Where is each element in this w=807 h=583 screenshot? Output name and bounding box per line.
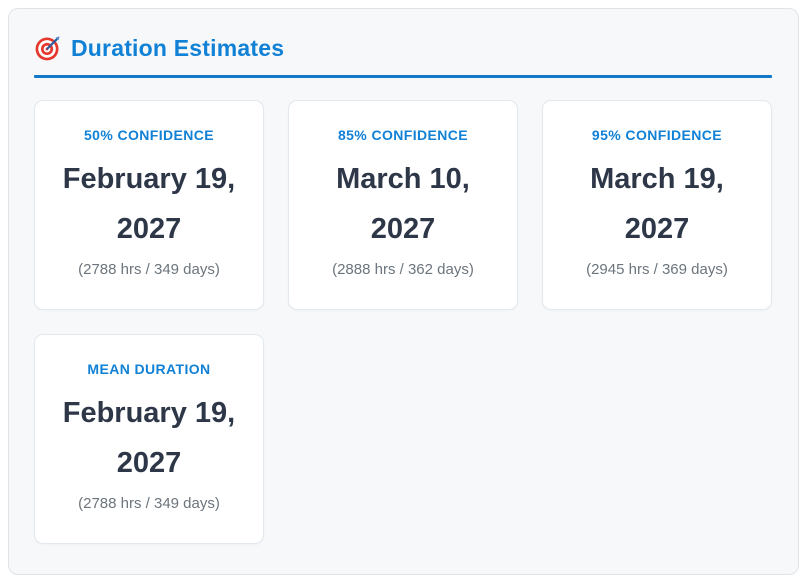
card-detail: (2788 hrs / 349 days)	[78, 260, 220, 278]
estimate-card-95-confidence: 95% CONFIDENCE March 19, 2027 (2945 hrs …	[541, 100, 772, 310]
target-icon	[34, 35, 61, 62]
card-label: 50% CONFIDENCE	[83, 127, 215, 143]
card-label: 85% CONFIDENCE	[337, 127, 469, 143]
card-label: MEAN DURATION	[87, 361, 211, 377]
estimate-card-50-confidence: 50% CONFIDENCE February 19, 2027 (2788 h…	[34, 100, 264, 310]
card-date: March 19, 2027	[590, 163, 724, 245]
estimate-card-85-confidence: 85% CONFIDENCE March 10, 2027 (2888 hrs …	[287, 100, 518, 310]
card-detail: (2788 hrs / 349 days)	[78, 494, 220, 512]
card-detail: (2945 hrs / 369 days)	[586, 260, 728, 278]
duration-estimates-panel: Duration Estimates 50% CONFIDENCE Februa…	[8, 8, 799, 575]
card-date: February 19, 2027	[62, 397, 236, 479]
card-date: February 19, 2027	[62, 163, 236, 245]
estimate-card-mean-duration: MEAN DURATION February 19, 2027 (2788 hr…	[34, 334, 264, 544]
header-divider	[34, 75, 772, 78]
card-label: 95% CONFIDENCE	[591, 127, 722, 143]
panel-title: Duration Estimates	[71, 35, 285, 61]
card-date: March 10, 2027	[336, 163, 470, 245]
cards-grid: 50% CONFIDENCE February 19, 2027 (2788 h…	[34, 100, 772, 544]
panel-header: Duration Estimates	[34, 35, 772, 62]
card-detail: (2888 hrs / 362 days)	[332, 260, 474, 278]
